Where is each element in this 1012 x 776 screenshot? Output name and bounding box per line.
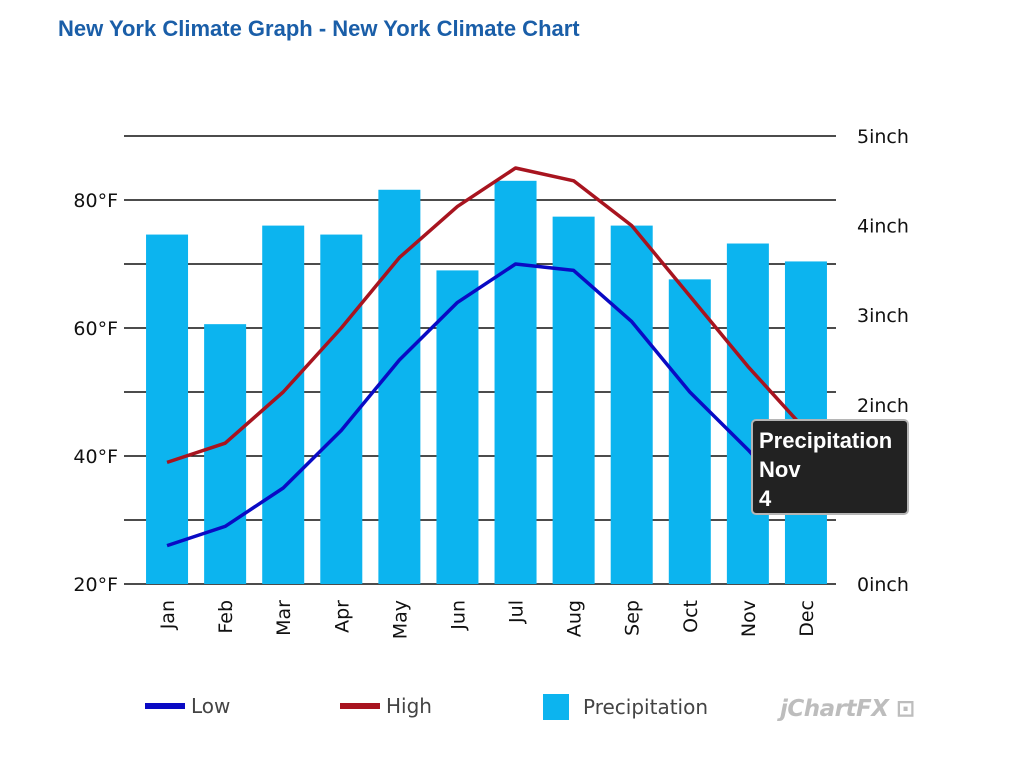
point-low-Aug[interactable] [571,267,577,273]
legend-label-low: Low [191,694,231,718]
y-right-tick-label: 3inch [857,305,909,327]
bar-precipitation-Oct[interactable] [668,279,711,584]
y-left-tick-label: 20°F [73,574,118,596]
x-tick-label-Jan: Jan [157,600,179,630]
x-tick-label-Apr: Apr [331,600,353,633]
line-low [166,262,808,548]
tooltip-category: Nov [759,457,801,482]
legend-swatch-precipitation [543,694,569,720]
x-axis-ticks: Jan Feb Mar Apr May Jun Jul Aug Sep Oct Nov Dec [157,600,818,639]
y-right-tick-label: 0inch [857,574,909,596]
point-low-Apr[interactable] [338,427,344,433]
point-high-Sep[interactable] [629,223,635,229]
line-high [166,166,808,465]
bar-precipitation-Feb[interactable] [204,324,247,584]
legend-item-high[interactable]: High [340,694,432,718]
jchartfx-logo: jChartFX ⊡ [780,696,915,722]
legend-item-low[interactable]: Low [145,694,230,718]
point-high-Nov[interactable] [745,363,751,369]
bar-precipitation-May[interactable] [378,189,421,584]
y-right-tick-label: 5inch [857,126,909,148]
point-high-Aug[interactable] [571,178,577,184]
precipitation-bars [146,180,827,585]
x-tick-label-Oct: Oct [680,600,702,633]
tooltip-series: Precipitation [759,428,893,453]
left-axis-ticks: 20°F 40°F 60°F 80°F [73,190,118,596]
data-tooltip: Precipitation Nov 4 [751,419,909,515]
y-left-tick-label: 60°F [73,318,118,340]
x-tick-label-May: May [389,600,411,639]
legend-item-precipitation[interactable]: Precipitation [543,694,708,720]
point-high-May[interactable] [396,255,402,261]
bar-precipitation-Nov[interactable] [726,243,769,584]
point-high-Feb[interactable] [222,440,228,446]
point-high-Jun[interactable] [454,203,460,209]
point-high-Jan[interactable] [164,459,170,465]
bar-precipitation-Jul[interactable] [494,180,537,585]
point-high-Apr[interactable] [338,325,344,331]
temperature-lines [164,165,808,549]
y-right-tick-label: 2inch [857,395,909,417]
chart-logo-icon: ⊡ [895,696,915,722]
point-low-Nov[interactable] [745,447,751,453]
legend-label-precipitation: Precipitation [583,695,709,719]
x-tick-label-Dec: Dec [796,600,818,637]
point-high-Oct[interactable] [687,293,693,299]
bar-precipitation-Sep[interactable] [610,225,653,584]
x-tick-label-Mar: Mar [273,600,295,636]
tooltip-value: 4 [759,486,772,511]
point-low-Jun[interactable] [454,299,460,305]
y-left-tick-label: 80°F [73,190,118,212]
point-high-Mar[interactable] [280,389,286,395]
bar-precipitation-Apr[interactable] [320,234,363,584]
x-tick-label-Jun: Jun [447,600,469,631]
point-low-Oct[interactable] [687,389,693,395]
legend-swatch-high [340,703,380,709]
point-low-Feb[interactable] [222,523,228,529]
y-left-tick-label: 40°F [73,446,118,468]
point-low-May[interactable] [396,357,402,363]
legend-label-high: High [386,694,432,718]
point-low-Mar[interactable] [280,485,286,491]
y-right-tick-label: 4inch [857,216,909,238]
chart-title: New York Climate Graph - New York Climat… [58,16,580,41]
point-low-Jan[interactable] [164,543,170,549]
point-high-Jul[interactable] [513,165,519,171]
point-low-Jul[interactable] [513,261,519,267]
bar-precipitation-Jan[interactable] [146,234,189,584]
x-tick-label-Aug: Aug [564,600,586,637]
x-tick-label-Jul: Jul [506,600,528,624]
point-low-Sep[interactable] [629,319,635,325]
right-axis-ticks: 0inch 2inch 3inch 4inch 5inch [857,126,909,596]
legend-swatch-low [145,703,185,709]
x-tick-label-Nov: Nov [738,600,760,637]
x-tick-label-Sep: Sep [622,600,644,636]
x-tick-label-Feb: Feb [215,600,237,634]
bar-precipitation-Jun[interactable] [436,270,479,584]
bar-precipitation-Aug[interactable] [552,216,595,584]
